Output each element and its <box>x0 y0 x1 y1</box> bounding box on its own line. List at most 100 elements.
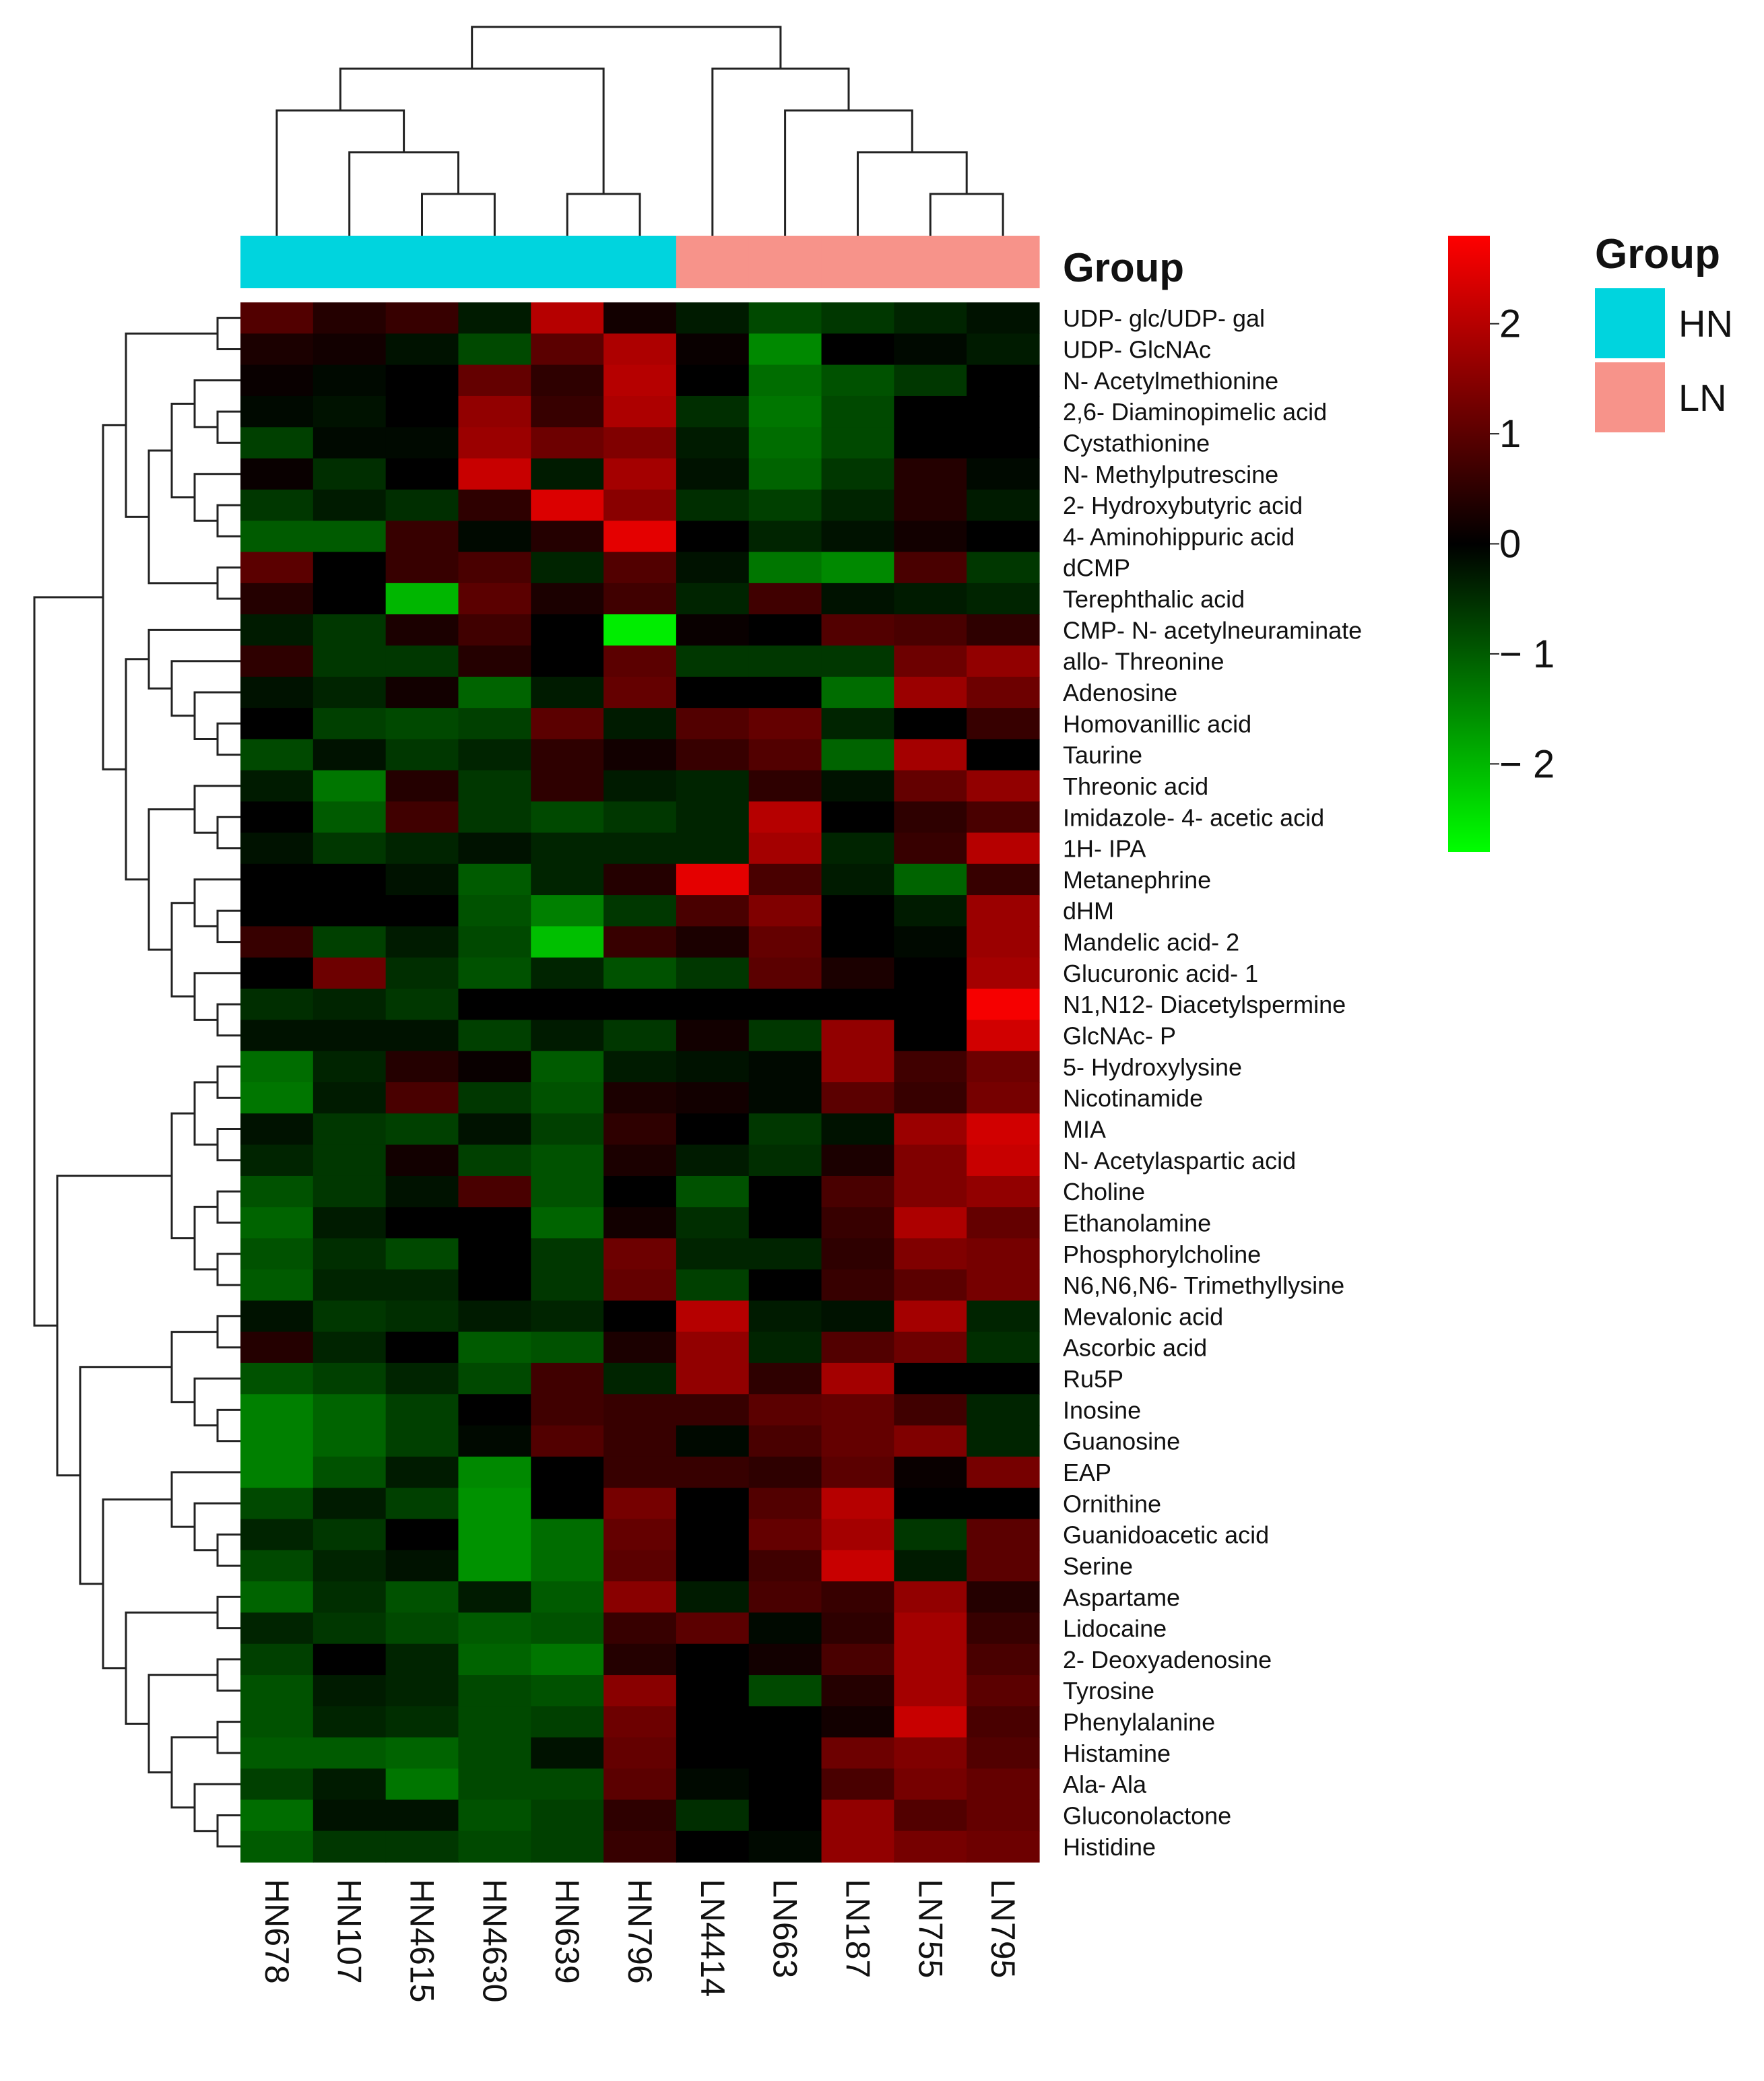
heatmap-cell <box>240 739 314 771</box>
heatmap-cell <box>821 333 894 366</box>
heatmap-cell <box>676 895 750 927</box>
heatmap-cell <box>531 895 604 927</box>
heatmap-cell <box>821 395 894 428</box>
dendrogram-branch <box>784 109 913 236</box>
heatmap-cell <box>385 1207 459 1239</box>
group-annotation-cell <box>385 236 459 288</box>
heatmap-cell <box>240 614 314 647</box>
heatmap-cell <box>458 489 531 521</box>
heatmap-cell <box>240 770 314 802</box>
heatmap-cell <box>240 1020 314 1052</box>
dendrogram-branch <box>170 660 240 717</box>
heatmap-cell <box>748 1830 822 1863</box>
heatmap-cell <box>603 1425 677 1457</box>
heatmap-cell <box>313 1238 387 1270</box>
heatmap-cell <box>313 926 387 958</box>
column-label: LN4414 <box>694 1879 731 1997</box>
heatmap-cell <box>967 427 1040 459</box>
heatmap-cell <box>748 989 822 1020</box>
heatmap-cell <box>603 521 677 553</box>
heatmap-cell <box>385 489 459 521</box>
row-label: Ethanolamine <box>1063 1209 1211 1236</box>
row-label: 2- Deoxyadenosine <box>1063 1646 1272 1674</box>
dendrogram-branch <box>339 67 605 194</box>
heatmap-cell <box>313 1269 387 1301</box>
heatmap-cell <box>531 1456 604 1488</box>
heatmap-cell <box>821 676 894 708</box>
heatmap-cell <box>240 1113 314 1146</box>
row-label: UDP- GlcNAc <box>1063 335 1211 363</box>
row-label: Guanidoacetic acid <box>1063 1521 1269 1549</box>
heatmap-cell <box>458 521 531 553</box>
heatmap-cell <box>531 708 604 740</box>
heatmap-cell <box>385 1581 459 1614</box>
heatmap-cell <box>313 739 387 771</box>
heatmap-cell <box>385 895 459 927</box>
heatmap-cell <box>967 1456 1040 1488</box>
heatmap-cell <box>385 1331 459 1364</box>
heatmap-cell <box>748 1550 822 1582</box>
heatmap-cell <box>894 489 967 521</box>
color-scale-tick-label: 1 <box>1499 412 1521 456</box>
heatmap-cell <box>967 832 1040 865</box>
heatmap-cell <box>458 614 531 647</box>
heatmap-cell <box>821 552 894 584</box>
heatmap-cell <box>458 1737 531 1769</box>
dendrogram-branch <box>170 1471 240 1528</box>
heatmap-cell <box>458 863 531 896</box>
heatmap-cell <box>967 1830 1040 1863</box>
heatmap-cell <box>967 1550 1040 1582</box>
heatmap-cell <box>385 583 459 615</box>
heatmap-cell <box>967 1175 1040 1208</box>
dendrogram-branch <box>193 1205 218 1271</box>
heatmap-cell <box>603 770 677 802</box>
dendrogram-branch <box>148 628 240 690</box>
row-label: Imidazole- 4- acetic acid <box>1063 803 1324 831</box>
heatmap-cell <box>240 1737 314 1769</box>
row-label: GlcNAc- P <box>1063 1022 1176 1050</box>
heatmap-cell <box>531 1643 604 1676</box>
heatmap-cell <box>531 364 604 397</box>
heatmap-cell <box>748 1612 822 1645</box>
heatmap-cell <box>894 1456 967 1488</box>
heatmap-cell <box>313 489 387 521</box>
heatmap-cell <box>531 739 604 771</box>
heatmap-cell <box>967 1612 1040 1645</box>
heatmap-cell <box>967 1394 1040 1426</box>
heatmap-cell <box>240 989 314 1020</box>
heatmap-cell <box>748 1799 822 1832</box>
heatmap-cell <box>531 521 604 553</box>
heatmap-cell <box>385 1550 459 1582</box>
heatmap-cell <box>603 1706 677 1738</box>
heatmap-cell <box>531 552 604 584</box>
heatmap-cell <box>240 1519 314 1551</box>
heatmap-cell <box>894 645 967 678</box>
column-label: LN663 <box>766 1879 804 1978</box>
heatmap-cell <box>821 1799 894 1832</box>
heatmap-cell <box>748 1706 822 1738</box>
heatmap-cell <box>603 1675 677 1707</box>
heatmap-cell <box>531 1737 604 1769</box>
dendrogram-branch <box>170 403 195 498</box>
heatmap-cell <box>385 614 459 647</box>
heatmap-cell <box>603 1488 677 1520</box>
heatmap-cell <box>676 1675 750 1707</box>
dendrogram-branch <box>125 1611 218 1725</box>
heatmap-cell <box>676 1300 750 1333</box>
heatmap-cell <box>313 1550 387 1582</box>
heatmap-cell <box>676 1581 750 1614</box>
row-label: Metanephrine <box>1063 866 1211 894</box>
heatmap-cell <box>458 1113 531 1146</box>
heatmap-cell <box>385 1612 459 1645</box>
heatmap-cell <box>458 1581 531 1614</box>
heatmap-cell <box>313 957 387 989</box>
heatmap-cell <box>240 1144 314 1177</box>
heatmap-cell <box>531 770 604 802</box>
heatmap-cell <box>313 458 387 490</box>
heatmap-cell <box>821 1425 894 1457</box>
heatmap-cell <box>967 302 1040 334</box>
color-scale-tick-label: 0 <box>1499 523 1521 566</box>
legend-swatch-ln <box>1595 362 1665 432</box>
dendrogram-branch <box>216 1533 240 1567</box>
heatmap-cell <box>603 926 677 958</box>
